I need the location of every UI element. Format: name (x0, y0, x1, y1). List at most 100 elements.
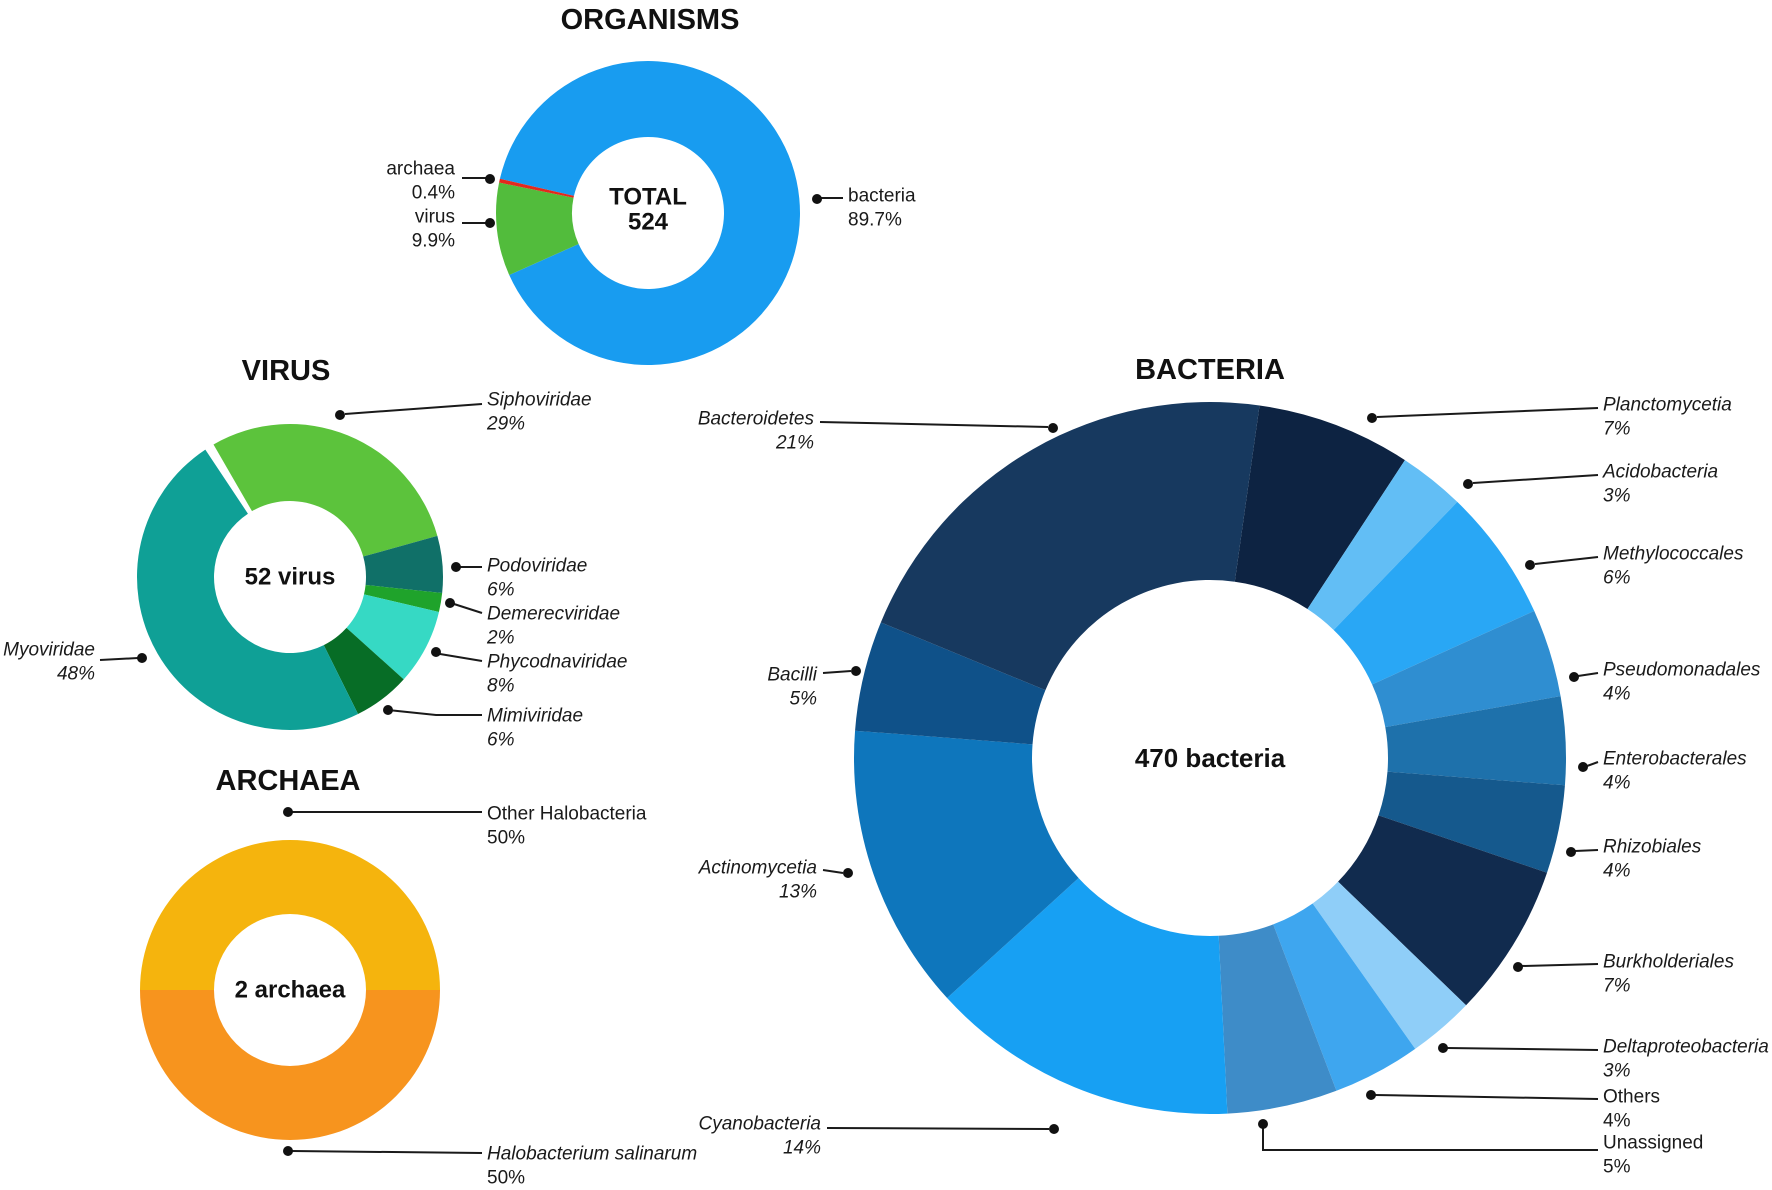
bacteria-label-cyanobacteria: Cyanobacteria (698, 1114, 821, 1135)
bacteria-label-planctomycetia: Planctomycetia (1603, 395, 1732, 416)
bacteria-pct-actinomycetia: 13% (779, 882, 817, 903)
organisms-label-bacteria: bacteria (848, 186, 916, 207)
bacteria-leader-dot-burkholderiales (1513, 962, 1523, 972)
bacteria-leader-dot-bacteroidetes (1048, 423, 1058, 433)
bacteria-leader-line-acidobacteria (1472, 474, 1599, 484)
archaea-label-other-halobacteria: Other Halobacteria (487, 804, 647, 825)
virus-slice-podoviridae (363, 535, 443, 593)
organisms-slice-bacteria (499, 61, 801, 366)
bacteria-leader-line-deltaproteobacteria (1446, 1047, 1599, 1051)
organisms-leader-dot-archaea (485, 174, 495, 184)
bacteria-leader-line-rhizobiales (1574, 849, 1599, 852)
virus-label-myoviridae: Myoviridae (3, 640, 95, 661)
bacteria-slice-actinomycetia (853, 730, 1079, 999)
bacteria-label-actinomycetia: Actinomycetia (698, 858, 817, 879)
bacteria-leader-line-planctomycetia (1376, 407, 1599, 418)
bacteria-slice-bacilli (855, 622, 1046, 745)
virus-pct-phycodnaviridae: 8% (487, 676, 515, 697)
bacteria-center-label: 470 bacteria (1135, 743, 1286, 773)
bacteria-leader-line-unassigned (1262, 1124, 1598, 1151)
bacteria-label-burkholderiales: Burkholderiales (1603, 952, 1734, 973)
organisms-label-virus: virus (415, 207, 455, 228)
virus-leader-line-myoviridae (99, 657, 139, 661)
bacteria-donut (853, 402, 1566, 1114)
bacteria-label-bacilli: Bacilli (767, 665, 817, 686)
archaea-leader-dot-other-halobacteria (283, 807, 293, 817)
bacteria-pct-others: 4% (1603, 1111, 1631, 1132)
bacteria-leader-dot-enterobacterales (1578, 762, 1588, 772)
virus-center-label: 52 virus (245, 564, 336, 591)
virus-leader-dot-siphoviridae (335, 410, 345, 420)
bacteria-slice-burkholderiales (1338, 815, 1548, 1006)
archaea-center-label: 2 archaea (235, 977, 346, 1004)
bacteria-pct-bacilli: 5% (790, 689, 818, 710)
virus-label-siphoviridae: Siphoviridae (487, 390, 592, 411)
virus-label-mimiviridae: Mimiviridae (487, 706, 583, 727)
organisms-label-archaea: archaea (386, 159, 455, 180)
virus-slice-phycodnaviridae (346, 594, 439, 680)
bacteria-leader-line-pseudomonadales (1577, 672, 1599, 677)
virus-slice-myoviridae (137, 449, 359, 730)
organisms-title: ORGANISMS (561, 4, 740, 36)
organisms-callouts: bacteria 89.7% virus 9.9% archaea 0.4% (386, 159, 916, 252)
bacteria-pct-bacteroidetes: 21% (775, 433, 814, 454)
virus-leader-dot-podoviridae (451, 562, 461, 572)
bacteria-slice-unassigned (1218, 924, 1337, 1114)
virus-leader-line-demerecviridae (453, 603, 483, 614)
bacteria-leader-dot-actinomycetia (843, 868, 853, 878)
bacteria-pct-unassigned: 5% (1603, 1157, 1631, 1178)
bacteria-label-unassigned: Unassigned (1603, 1133, 1703, 1154)
virus-callouts: Siphoviridae 29% Podoviridae 6% Demerecvirid… (3, 390, 627, 751)
virus-pct-demerecviridae: 2% (486, 628, 515, 649)
bacteria-slice-cyanobacteria (947, 878, 1228, 1114)
bacteria-pct-planctomycetia: 7% (1603, 419, 1631, 440)
organisms-leader-dot-virus (485, 218, 495, 228)
archaea-slice-halobacterium-salinarum (140, 990, 440, 1140)
bacteria-slice-enterobacterales (1385, 696, 1566, 786)
virus-leader-dot-mimiviridae (383, 705, 393, 715)
bacteria-leader-dot-unassigned (1258, 1119, 1268, 1129)
bacteria-pct-rhizobiales: 4% (1603, 861, 1631, 882)
bacteria-leader-dot-acidobacteria (1463, 479, 1473, 489)
bacteria-chart: BACTERIA 470 bacteria Planctomycetia 7% Ac… (698, 354, 1769, 1178)
virus-slice-siphoviridae (213, 424, 438, 557)
organisms-pct-archaea: 0.4% (412, 183, 455, 204)
organisms-pct-virus: 9.9% (412, 231, 455, 252)
archaea-label-halobacterium-salinarum: Halobacterium salinarum (487, 1144, 697, 1165)
virus-pct-siphoviridae: 29% (486, 414, 525, 435)
bacteria-pct-methylococcales: 6% (1603, 568, 1631, 589)
bacteria-title: BACTERIA (1135, 354, 1285, 386)
archaea-leader-dot-halobacterium-salinarum (283, 1146, 293, 1156)
bacteria-leader-dot-others (1366, 1090, 1376, 1100)
bacteria-leader-dot-pseudomonadales (1569, 672, 1579, 682)
bacteria-label-rhizobiales: Rhizobiales (1603, 837, 1702, 858)
virus-pct-podoviridae: 6% (487, 580, 515, 601)
bacteria-leader-line-cyanobacteria (826, 1127, 1050, 1130)
bacteria-label-acidobacteria: Acidobacteria (1602, 462, 1718, 483)
bacteria-leader-dot-methylococcales (1525, 560, 1535, 570)
archaea-callouts: Other Halobacteria 50% Halobacterium salin… (283, 804, 697, 1189)
bacteria-label-enterobacterales: Enterobacterales (1603, 749, 1747, 770)
archaea-donut (140, 840, 440, 1140)
bacteria-leader-dot-deltaproteobacteria (1438, 1043, 1448, 1053)
virus-donut (137, 424, 443, 730)
virus-leader-line-siphoviridae (344, 403, 483, 415)
bacteria-leader-line-enterobacterales (1586, 761, 1599, 767)
virus-leader-dot-demerecviridae (445, 598, 455, 608)
archaea-pct-halobacterium-salinarum: 50% (487, 1168, 525, 1189)
bacteria-label-others: Others (1603, 1087, 1660, 1108)
bacteria-label-pseudomonadales: Pseudomonadales (1603, 660, 1761, 681)
bacteria-pct-acidobacteria: 3% (1603, 486, 1631, 507)
organisms-center-label-line1: TOTAL (609, 184, 687, 211)
bacteria-leader-line-burkholderiales (1521, 963, 1599, 967)
bacteria-slice-rhizobiales (1378, 771, 1565, 873)
bacteria-leader-line-methylococcales (1534, 556, 1599, 565)
bacteria-slice-pseudomonadales (1372, 610, 1561, 728)
organisms-leader-dot-bacteria (812, 194, 822, 204)
organisms-slice-virus (495, 182, 579, 276)
bacteria-pct-deltaproteobacteria: 3% (1603, 1061, 1631, 1082)
bacteria-pct-pseudomonadales: 4% (1603, 684, 1631, 705)
organisms-chart: ORGANISMS TOTAL 524 bacteria 89.7% virus 9.… (386, 4, 916, 366)
bacteria-label-bacteroidetes: Bacteroidetes (698, 409, 815, 430)
